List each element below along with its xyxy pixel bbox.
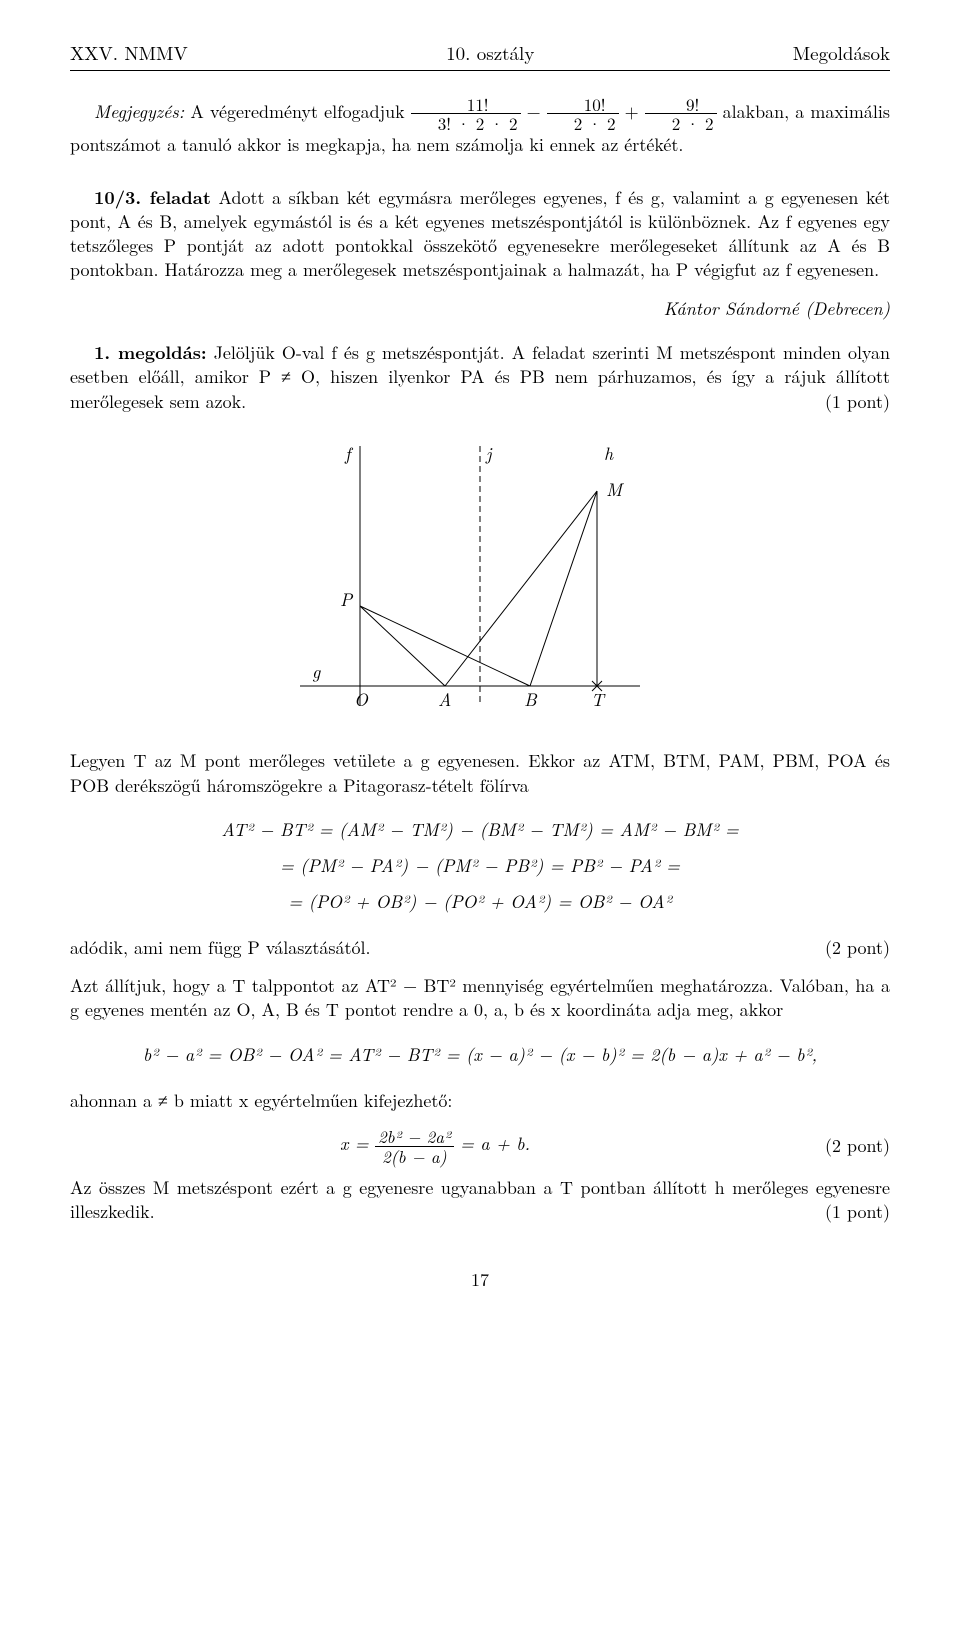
frac-2: 10!2 · 2 xyxy=(547,95,619,134)
points-1: (1 pont) xyxy=(801,390,890,414)
para6-text: Az összes M metszéspont ezért a g egyene… xyxy=(70,1175,890,1224)
label-M: M xyxy=(606,477,625,502)
label-h: h xyxy=(604,441,614,466)
points-4: (1 pont) xyxy=(825,1200,890,1224)
label-f: f xyxy=(344,441,354,466)
equation-row-3: x = 2b² − 2a²2(b − a) = a + b. (2 pont) xyxy=(70,1127,890,1166)
points-3: (2 pont) xyxy=(800,1134,890,1158)
header-left: XXV. NMMV xyxy=(70,40,188,66)
frac-1: 11!3! · 2 · 2 xyxy=(411,95,521,134)
equation-block-1: AT² − BT² = (AM² − TM²) − (BM² − TM²) = … xyxy=(70,812,890,920)
header-center: 10. osztály xyxy=(446,40,534,66)
label-g: g xyxy=(312,659,321,684)
solution1-label: 1. megoldás: xyxy=(94,340,207,365)
label-P: P xyxy=(340,587,354,612)
page-number: 17 xyxy=(70,1268,890,1292)
para-4: Azt állítjuk, hogy a T talppontot az AT²… xyxy=(70,974,890,1023)
note-text-a: A végeredményt elfogadjuk xyxy=(184,99,411,124)
label-j: j xyxy=(485,441,493,466)
eq3-lhs: x = xyxy=(340,1131,375,1156)
para3-text: adódik, ami nem függ P választásától. xyxy=(70,935,370,960)
frac2-den: 2 · 2 xyxy=(547,114,619,133)
eq3-den: 2(b − a) xyxy=(375,1147,454,1166)
eq2: b² − a² = OB² − OA² = AT² − BT² = (x − a… xyxy=(143,1042,817,1067)
geometry-figure: f j h M P g O A B T xyxy=(300,446,660,721)
problem-paragraph: 10/3. feladat Adott a síkban két egymásr… xyxy=(70,186,890,283)
label-A: A xyxy=(438,687,451,712)
solution1-paragraph: 1. megoldás: Jelöljük O-val f és g metsz… xyxy=(70,341,890,414)
note-prefix: Megjegyzés: xyxy=(94,99,184,124)
equation-block-2: b² − a² = OB² − OA² = AT² − BT² = (x − a… xyxy=(70,1037,890,1073)
para-5: ahonnan a ≠ b miatt x egyértelműen kifej… xyxy=(70,1089,890,1113)
eq3-frac: 2b² − 2a²2(b − a) xyxy=(375,1127,454,1166)
note-paragraph: Megjegyzés: A végeredményt elfogadjuk 11… xyxy=(70,95,890,158)
header-rule xyxy=(70,70,890,71)
minus: − xyxy=(521,99,547,124)
figure-container: f j h M P g O A B T xyxy=(70,446,890,727)
eq1-line3: = (PO² + OB²) − (PO² + OA²) = OB² − OA² xyxy=(70,884,890,920)
line-bm xyxy=(530,491,597,686)
points-2: (2 pont) xyxy=(825,936,890,960)
frac1-den: 3! · 2 · 2 xyxy=(411,114,521,133)
line-pb xyxy=(360,606,530,686)
label-T: T xyxy=(591,687,606,712)
attribution: Kántor Sándorné (Debrecen) xyxy=(70,297,890,321)
frac3-den: 2 · 2 xyxy=(645,114,717,133)
header-right: Megoldások xyxy=(793,40,890,66)
para-6: Az összes M metszéspont ezért a g egyene… xyxy=(70,1176,890,1225)
problem-label: 10/3. feladat xyxy=(94,185,211,210)
eq3-rhs: = a + b. xyxy=(454,1131,530,1156)
frac-3: 9!2 · 2 xyxy=(645,95,717,134)
line-am xyxy=(445,491,597,686)
line-pa xyxy=(360,606,445,686)
plus: + xyxy=(619,99,645,124)
para-2: Legyen T az M pont merőleges vetülete a … xyxy=(70,749,890,798)
para-3: adódik, ami nem függ P választásától. (2… xyxy=(70,936,890,960)
eq1-line2: = (PM² − PA²) − (PM² − PB²) = PB² − PA² … xyxy=(70,848,890,884)
label-B: B xyxy=(524,687,538,712)
label-O: O xyxy=(354,687,369,712)
eq1-line1: AT² − BT² = (AM² − TM²) − (BM² − TM²) = … xyxy=(70,812,890,848)
